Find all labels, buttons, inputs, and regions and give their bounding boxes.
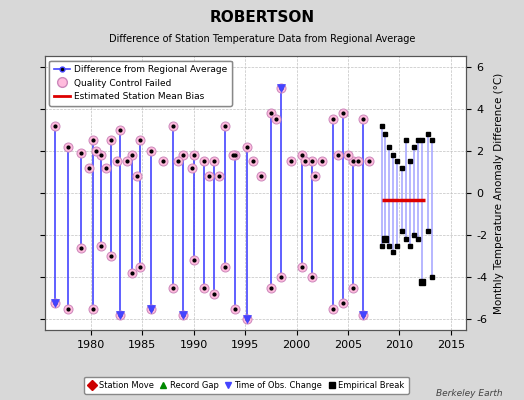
Text: ROBERTSON: ROBERTSON bbox=[210, 10, 314, 25]
Legend: Difference from Regional Average, Quality Control Failed, Estimated Station Mean: Difference from Regional Average, Qualit… bbox=[49, 60, 232, 106]
Y-axis label: Monthly Temperature Anomaly Difference (°C): Monthly Temperature Anomaly Difference (… bbox=[494, 72, 504, 314]
Text: Difference of Station Temperature Data from Regional Average: Difference of Station Temperature Data f… bbox=[109, 34, 415, 44]
Text: Berkeley Earth: Berkeley Earth bbox=[436, 389, 503, 398]
Legend: Station Move, Record Gap, Time of Obs. Change, Empirical Break: Station Move, Record Gap, Time of Obs. C… bbox=[84, 376, 409, 394]
